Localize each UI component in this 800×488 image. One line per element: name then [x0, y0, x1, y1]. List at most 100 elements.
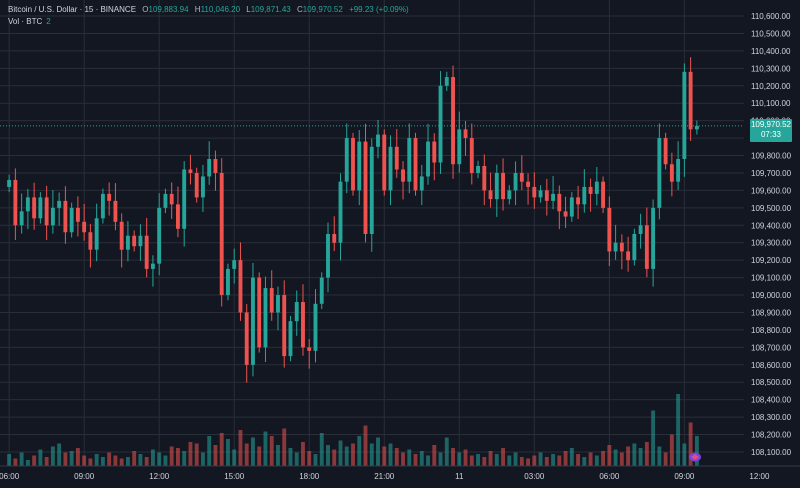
time-tick-label: 12:00 — [149, 472, 170, 481]
volume-bar — [663, 452, 668, 466]
volume-bar — [282, 428, 287, 466]
time-tick-label: 06:00 — [0, 472, 20, 481]
candle-body — [488, 190, 493, 200]
volume-bar — [382, 446, 387, 466]
candle-body — [344, 138, 349, 182]
candle-body — [332, 234, 337, 243]
volume-bar — [313, 454, 318, 466]
candle-body — [63, 200, 68, 233]
candle-body — [519, 172, 524, 182]
volume-bar — [632, 443, 637, 466]
candle-body — [207, 159, 212, 177]
candle-body — [100, 193, 105, 219]
volume-bar — [557, 455, 562, 466]
volume-bar — [607, 445, 612, 466]
candle-body — [113, 200, 118, 222]
volume-bar — [582, 457, 587, 466]
candle-body — [282, 295, 287, 357]
symbol-title[interactable]: Bitcoin / U.S. Dollar · 15 · BINANCE — [8, 5, 137, 14]
candle-body — [69, 207, 74, 233]
volume-bar — [594, 455, 599, 466]
volume-bar — [613, 449, 618, 466]
candle-body — [644, 225, 649, 269]
open-key: O — [142, 5, 149, 14]
candle-body — [44, 197, 49, 226]
close-key: C — [297, 5, 303, 14]
volume-bar — [182, 451, 187, 466]
price-tick-label: 109,800.00 — [751, 152, 792, 161]
volume-bar — [138, 454, 143, 466]
volume-bar — [669, 434, 674, 466]
volume-bar — [519, 457, 524, 466]
high-key: H — [194, 5, 201, 14]
volume-bar — [432, 445, 437, 466]
price-tick-label: 110,500.00 — [751, 29, 791, 38]
change-value: +99.23 (+0.09%) — [349, 5, 409, 14]
candle-body — [138, 235, 143, 247]
volume-bar — [588, 452, 593, 466]
price-tick-label: 108,200.00 — [751, 431, 792, 440]
candle-body — [301, 302, 305, 348]
volume-bar — [451, 448, 455, 466]
candle-body — [238, 260, 243, 313]
volume-bar — [688, 422, 693, 466]
candle-body — [226, 268, 230, 296]
candle-body — [632, 234, 637, 261]
symbol-legend: Bitcoin / U.S. Dollar · 15 · BINANCE O10… — [8, 4, 409, 28]
candle-body — [582, 186, 587, 205]
volume-bar — [482, 457, 487, 466]
candle-body — [651, 207, 656, 269]
volume-bar — [413, 454, 418, 466]
volume-bar — [100, 457, 105, 466]
volume-bar — [507, 455, 512, 466]
volume-bar — [376, 437, 380, 466]
candle-body — [657, 138, 662, 208]
candle-body — [438, 85, 443, 163]
time-tick-label: 06:00 — [599, 472, 620, 481]
price-tick-label: 109,500.00 — [751, 204, 792, 213]
candle-body — [457, 129, 462, 165]
candle-body — [269, 288, 274, 313]
volume-legend-label[interactable]: Vol · BTC — [8, 17, 43, 26]
candle-body — [188, 169, 193, 173]
volume-bar — [144, 457, 149, 466]
candle-body — [557, 193, 562, 212]
volume-bar — [226, 439, 230, 466]
candle-body — [588, 186, 593, 194]
volume-bar — [19, 452, 24, 466]
candle-body — [82, 221, 87, 233]
price-tick-label: 108,500.00 — [751, 378, 792, 387]
volume-bar — [344, 446, 349, 466]
candle-body — [694, 125, 699, 130]
candle-body — [125, 235, 130, 250]
candle-body — [513, 172, 518, 191]
time-tick-label: 03:00 — [524, 472, 545, 481]
candle-body — [676, 159, 681, 182]
volume-bar — [357, 436, 362, 466]
volume-bar — [682, 443, 687, 466]
candle-body — [257, 277, 262, 348]
time-tick-label: 09:00 — [674, 472, 695, 481]
volume-bar — [638, 448, 643, 466]
candle-body — [213, 159, 218, 173]
volume-bar — [551, 454, 556, 466]
volume-bar — [332, 449, 337, 466]
volume-bar — [238, 430, 243, 466]
volume-bar — [88, 458, 93, 466]
volume-bar — [369, 443, 374, 466]
volume-bar — [463, 449, 468, 466]
volume-bar — [269, 436, 274, 466]
high-value: 110,046.20 — [200, 5, 241, 14]
price-tick-label: 109,300.00 — [751, 239, 792, 248]
price-tick-label: 109,400.00 — [751, 221, 792, 230]
candle-body — [169, 193, 174, 205]
volume-bar — [569, 448, 574, 466]
volume-bar — [257, 446, 262, 466]
tradingview-logo-icon[interactable] — [688, 451, 702, 463]
price-axis: 108,100.00 108,200.00 108,300.00 108,400.00… — [744, 0, 800, 488]
volume-bar — [326, 445, 330, 466]
price-tick-label: 110,100.00 — [751, 99, 791, 108]
price-axis-background — [744, 0, 800, 488]
